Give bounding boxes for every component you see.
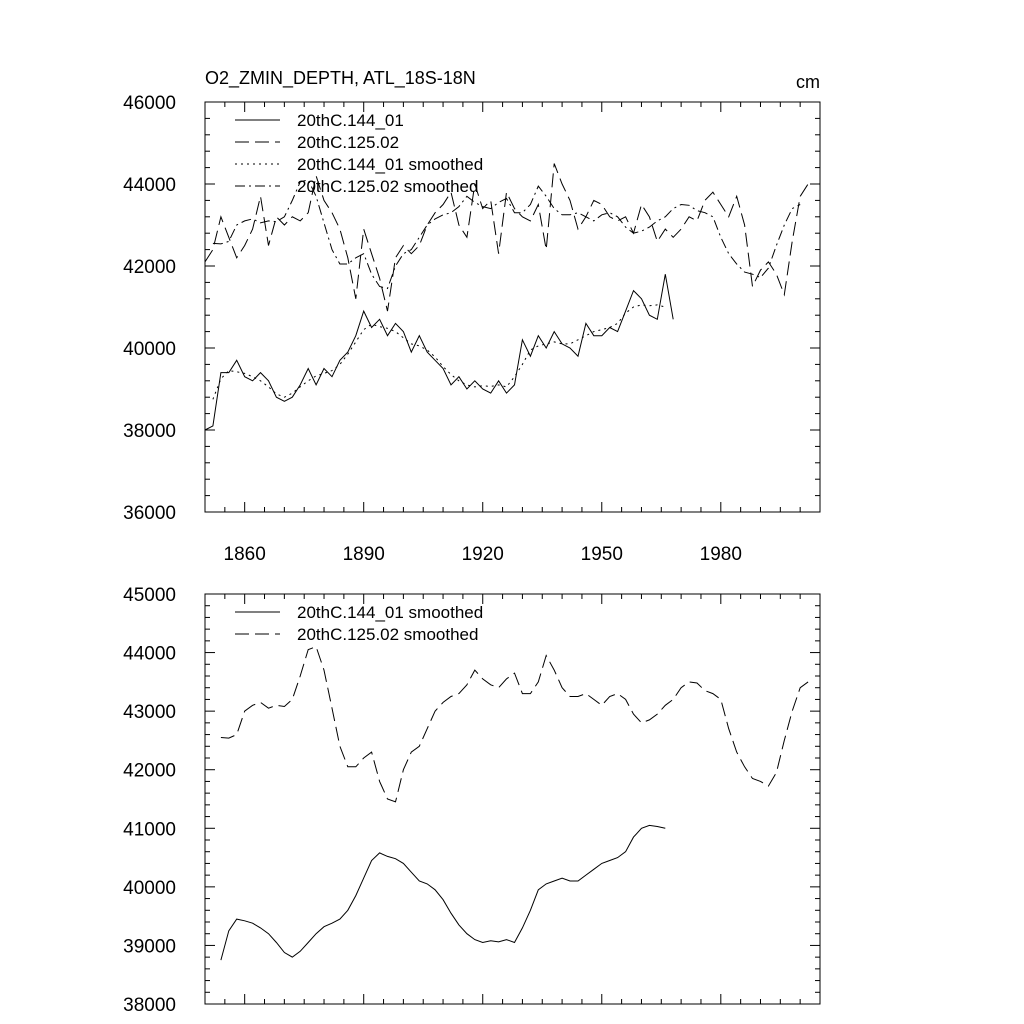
units-label: cm xyxy=(796,72,820,92)
x-tick-label: 1860 xyxy=(224,544,266,565)
series-line-dashed xyxy=(204,163,816,312)
series-line-solid xyxy=(204,274,674,431)
x-tick-label: 1980 xyxy=(700,544,742,565)
series-line-dashed xyxy=(220,646,809,803)
legend-entry: 20thC.125.02 smoothed xyxy=(297,177,478,196)
legend-entry: 20thC.144_01 smoothed xyxy=(297,155,483,174)
series-line-solid xyxy=(220,824,666,961)
x-tick-label: 1920 xyxy=(462,544,504,565)
y-tick-label: 44000 xyxy=(123,644,176,665)
y-tick-label: 42000 xyxy=(123,761,176,782)
y-tick-label: 39000 xyxy=(123,936,176,957)
legend-entry: 20thC.125.02 smoothed xyxy=(297,625,478,644)
plot-frame xyxy=(204,593,821,1005)
y-tick-label: 36000 xyxy=(123,503,176,524)
y-tick-label: 45000 xyxy=(123,585,176,606)
y-tick-label: 46000 xyxy=(123,93,176,114)
y-tick-label: 38000 xyxy=(123,995,176,1016)
y-tick-label: 43000 xyxy=(123,702,176,723)
top-panel: 1860 1890 1920 1950 1980 36000 38000 40000 42000… xyxy=(123,68,821,565)
y-tick-label: 40000 xyxy=(123,878,176,899)
legend-entry: 20thC.125.02 xyxy=(297,133,399,152)
bottom-panel: 38000 39000 40000 41000 42000 43000 44000 45000… xyxy=(123,585,821,1016)
legend-entry: 20thC.144_01 xyxy=(297,111,404,130)
y-tick-label: 44000 xyxy=(123,175,176,196)
x-tick-label: 1950 xyxy=(581,544,623,565)
chart-title: O2_ZMIN_DEPTH, ATL_18S-18N xyxy=(205,68,476,89)
plot-frame xyxy=(204,101,821,513)
y-tick-label: 42000 xyxy=(123,257,176,278)
series-line-dashdot xyxy=(212,179,801,290)
x-tick-label: 1890 xyxy=(343,544,385,565)
series-line-dotted xyxy=(212,304,666,400)
y-tick-label: 41000 xyxy=(123,819,176,840)
y-tick-label: 40000 xyxy=(123,339,176,360)
y-tick-label: 38000 xyxy=(123,421,176,442)
legend-entry: 20thC.144_01 smoothed xyxy=(297,603,483,622)
